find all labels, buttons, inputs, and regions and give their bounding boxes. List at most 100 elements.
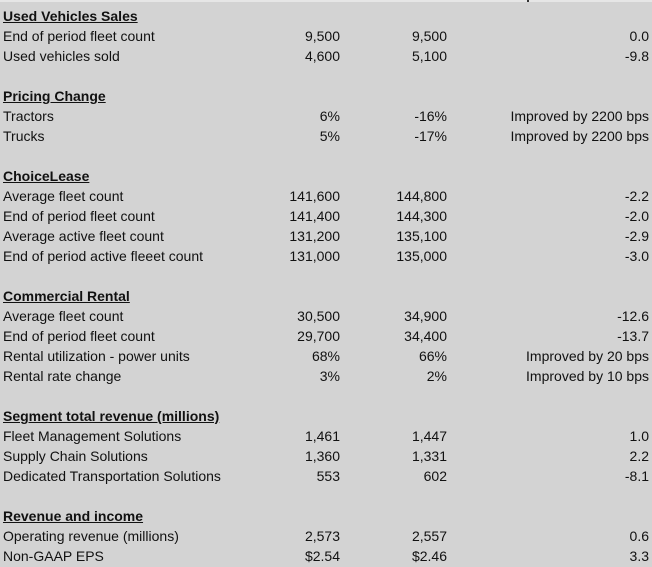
row-label: Fleet Management Solutions	[3, 428, 182, 444]
table-row: End of period active fleeet count 131,000…	[0, 246, 652, 266]
table-row: Operating revenue (millions) 2,573 2,557 0.…	[0, 526, 652, 546]
prior-value: 602	[423, 468, 447, 484]
change-value: 0.6	[629, 528, 649, 544]
change-value: 2.2	[629, 448, 649, 464]
table-row: Non-GAAP EPS $2.54 $2.46 3.3	[0, 546, 652, 566]
prior-value: 9,500	[411, 28, 447, 44]
table-row: Rental rate change 3% 2% Improved by 10 bps	[0, 366, 652, 386]
prior-value: 66%	[418, 348, 447, 364]
table-row: Rental utilization - power units 68% 66% Im…	[0, 346, 652, 366]
section-title: Used Vehicles Sales	[3, 8, 138, 24]
row-label: Used vehicles sold	[3, 48, 120, 64]
table-row: End of period fleet count 29,700 34,400 -13…	[0, 326, 652, 346]
row-label: Operating revenue (millions)	[3, 528, 179, 544]
section-header-row: Segment total revenue (millions)	[0, 406, 652, 426]
table-row: Average fleet count 30,500 34,900 -12.6	[0, 306, 652, 326]
current-value: $2.54	[304, 548, 340, 564]
row-label: Tractors	[3, 108, 54, 124]
table-row: End of period fleet count 141,400 144,300 -…	[0, 206, 652, 226]
stray-mark	[527, 0, 529, 2]
current-value: 4,600	[304, 48, 340, 64]
row-label: Average fleet count	[3, 308, 124, 324]
row-label: Average active fleet count	[3, 228, 164, 244]
section-header-row: Revenue and income	[0, 506, 652, 526]
current-value: 30,500	[297, 308, 340, 324]
section-title: Segment total revenue (millions)	[3, 408, 220, 424]
table-row: Average active fleet count 131,200 135,100…	[0, 226, 652, 246]
blank-row	[0, 266, 652, 286]
change-value: -12.6	[617, 308, 649, 324]
table-row: Supply Chain Solutions 1,360 1,331 2.2	[0, 446, 652, 466]
row-label: Non-GAAP EPS	[3, 548, 104, 564]
current-value: 6%	[319, 108, 340, 124]
prior-value: 1,447	[411, 428, 447, 444]
blank-row	[0, 66, 652, 86]
section-header-row: Commercial Rental	[0, 286, 652, 306]
row-label: End of period fleet count	[3, 328, 155, 344]
change-value: -8.1	[624, 468, 649, 484]
data-table: Used Vehicles Sales End of period fleet c…	[0, 6, 652, 566]
table-row: Average fleet count 141,600 144,800 -2.2	[0, 186, 652, 206]
top-border	[0, 0, 652, 2]
current-value: 553	[316, 468, 340, 484]
change-value: Improved by 20 bps	[526, 348, 649, 364]
blank-row	[0, 146, 652, 166]
change-value: 0.0	[629, 28, 649, 44]
prior-value: -17%	[414, 128, 447, 144]
table-row: Used vehicles sold 4,600 5,100 -9.8	[0, 46, 652, 66]
prior-value: 144,800	[396, 188, 447, 204]
row-label: Trucks	[3, 128, 45, 144]
table-row: Tractors 6% -16% Improved by 2200 bps	[0, 106, 652, 126]
row-label: Rental utilization - power units	[3, 348, 190, 364]
current-value: 141,600	[289, 188, 340, 204]
section-header-row: ChoiceLease	[0, 166, 652, 186]
prior-value: 144,300	[396, 208, 447, 224]
table-row: End of period fleet count 9,500 9,500 0.0	[0, 26, 652, 46]
row-label: End of period fleet count	[3, 28, 155, 44]
prior-value: 34,400	[404, 328, 447, 344]
change-value: -13.7	[617, 328, 649, 344]
row-label: End of period active fleeet count	[3, 248, 204, 264]
prior-value: 5,100	[411, 48, 447, 64]
section-title: Revenue and income	[3, 508, 144, 524]
current-value: 1,461	[304, 428, 340, 444]
prior-value: 34,900	[404, 308, 447, 324]
prior-value: $2.46	[411, 548, 447, 564]
current-value: 1,360	[304, 448, 340, 464]
row-label: End of period fleet count	[3, 208, 155, 224]
change-value: -3.0	[624, 248, 649, 264]
prior-value: 2%	[426, 368, 447, 384]
section-title: Commercial Rental	[3, 288, 130, 304]
change-value: -2.0	[624, 208, 649, 224]
table-row: Dedicated Transportation Solutions 553 602…	[0, 466, 652, 486]
change-value: -2.2	[624, 188, 649, 204]
current-value: 3%	[319, 368, 340, 384]
blank-row	[0, 386, 652, 406]
section-header-row: Used Vehicles Sales	[0, 6, 652, 26]
prior-value: 2,557	[411, 528, 447, 544]
table-row: Fleet Management Solutions 1,461 1,447 1.0	[0, 426, 652, 446]
change-value: Improved by 10 bps	[526, 368, 649, 384]
blank-row	[0, 486, 652, 506]
change-value: 3.3	[629, 548, 649, 564]
prior-value: -16%	[414, 108, 447, 124]
current-value: 5%	[319, 128, 340, 144]
prior-value: 135,100	[396, 228, 447, 244]
section-title: Pricing Change	[3, 88, 106, 104]
current-value: 131,200	[289, 228, 340, 244]
row-label: Dedicated Transportation Solutions	[3, 468, 221, 484]
current-value: 2,573	[304, 528, 340, 544]
change-value: 1.0	[629, 428, 649, 444]
row-label: Rental rate change	[3, 368, 122, 384]
current-value: 131,000	[289, 248, 340, 264]
section-title: ChoiceLease	[3, 168, 90, 184]
current-value: 68%	[311, 348, 340, 364]
row-label: Supply Chain Solutions	[3, 448, 148, 464]
change-value: Improved by 2200 bps	[510, 128, 649, 144]
section-header-row: Pricing Change	[0, 86, 652, 106]
current-value: 9,500	[304, 28, 340, 44]
change-value: Improved by 2200 bps	[510, 108, 649, 124]
change-value: -9.8	[624, 48, 649, 64]
prior-value: 135,000	[396, 248, 447, 264]
prior-value: 1,331	[411, 448, 447, 464]
